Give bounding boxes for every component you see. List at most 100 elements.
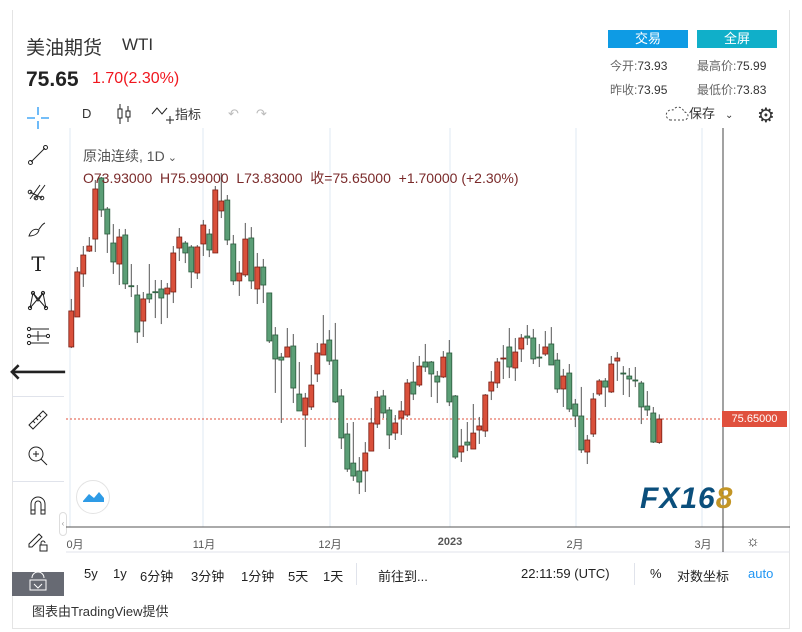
pitchfork-icon[interactable]	[26, 179, 50, 203]
trade-button[interactable]: 交易	[608, 30, 688, 48]
stat-prev-label: 昨收:	[610, 83, 638, 97]
x-tick: 12月	[318, 539, 342, 551]
goto-date-button[interactable]: 前往到...	[378, 569, 428, 584]
indicators-button[interactable]: 指标	[151, 104, 201, 128]
x-tick: 2月	[566, 539, 584, 551]
settings-icon[interactable]: ⚙	[757, 105, 775, 127]
measure-lines-icon[interactable]	[26, 324, 50, 348]
x-tick: 3月	[694, 539, 712, 551]
candle-body	[200, 224, 207, 245]
range-1d[interactable]: 1天	[323, 569, 344, 584]
candlestick-chart[interactable]	[66, 128, 790, 553]
candle-body	[110, 242, 117, 263]
cloud-icon	[665, 106, 689, 121]
candle-body	[374, 396, 381, 425]
collapse-icon	[29, 571, 47, 591]
range-1y[interactable]: 1y	[113, 566, 127, 581]
stat-prev-close: 昨收:73.95	[610, 81, 667, 98]
candle-body	[104, 208, 111, 235]
auto-scale-toggle[interactable]: auto	[748, 566, 774, 581]
text-tool-icon[interactable]: T	[31, 252, 45, 276]
candle-body	[596, 380, 603, 395]
crosshair-icon[interactable]	[26, 106, 50, 130]
undo-icon[interactable]: ↶	[228, 106, 239, 121]
candle-body	[134, 294, 141, 333]
candle-body	[314, 352, 321, 375]
candle-body	[164, 287, 171, 295]
range-5y[interactable]: 5y	[84, 566, 98, 581]
log-scale-toggle[interactable]: 对数坐标	[677, 569, 730, 584]
hide-drawings-button[interactable]	[12, 571, 64, 596]
candle-body	[434, 375, 441, 383]
tradingview-icon	[83, 492, 104, 502]
candle-body	[362, 452, 369, 472]
x-tick: 11月	[192, 539, 216, 551]
stat-open: 今开:73.93	[610, 57, 667, 74]
arrow-left-icon[interactable]: 🡐	[8, 359, 68, 384]
candle-body	[590, 398, 597, 435]
chevron-down-icon[interactable]: ⌄	[164, 152, 177, 164]
toolbar-collapse-handle[interactable]: ‹	[59, 512, 67, 536]
range-1min[interactable]: 1分钟	[241, 569, 275, 584]
candle-body	[566, 372, 573, 410]
divider	[634, 563, 635, 585]
candle-body	[464, 441, 471, 446]
candle-body	[86, 245, 93, 252]
axis-settings-icon[interactable]: ☼	[746, 533, 760, 550]
series-legend: 原油连续, 1D ⌄	[83, 146, 177, 166]
candle-body	[572, 403, 579, 417]
range-3min[interactable]: 3分钟	[191, 569, 225, 584]
candle-body	[578, 415, 585, 451]
pattern-icon[interactable]	[26, 288, 50, 312]
save-button[interactable]: 保存 ⌄	[665, 105, 733, 125]
candle-body	[644, 405, 651, 411]
magnet-icon[interactable]	[26, 493, 50, 517]
candle-body	[302, 397, 309, 416]
series-name: 原油连续, 1D	[83, 148, 165, 164]
candle-body	[254, 266, 261, 290]
stat-high-value: 75.99	[736, 59, 767, 73]
interval-button[interactable]: D	[82, 106, 92, 121]
range-5d[interactable]: 5天	[288, 569, 309, 584]
candle-body	[152, 291, 159, 294]
trend-line-icon[interactable]	[26, 143, 50, 167]
candle-body	[128, 285, 135, 288]
candle-body	[332, 359, 339, 403]
stat-prev-value: 73.95	[637, 83, 668, 97]
candle-body	[398, 410, 405, 419]
candle-body	[614, 357, 621, 362]
candle-body	[206, 233, 213, 251]
candle-body	[218, 200, 225, 212]
range-6min[interactable]: 6分钟	[140, 569, 174, 584]
tradingview-logo-button[interactable]	[76, 480, 110, 514]
candle-body	[548, 343, 555, 366]
candle-body	[656, 418, 663, 443]
redo-icon[interactable]: ↷	[256, 106, 267, 121]
percent-toggle[interactable]: %	[650, 566, 662, 581]
candle-body	[584, 439, 591, 453]
candle-body	[554, 359, 561, 390]
candle-body	[212, 189, 219, 254]
last-price-label: 75.65000	[722, 411, 787, 427]
candle-body	[140, 298, 147, 322]
instrument-symbol: WTI	[122, 35, 154, 54]
candle-body	[602, 380, 609, 388]
ruler-icon[interactable]	[26, 408, 50, 432]
lock-drawings-icon[interactable]	[26, 529, 50, 553]
candle-body	[422, 361, 429, 368]
stat-low: 最低价:73.83	[697, 81, 766, 98]
fullscreen-button[interactable]: 全屏	[697, 30, 777, 48]
stat-high: 最高价:75.99	[697, 57, 766, 74]
clock-time[interactable]: 22:11:59 (UTC)	[521, 566, 610, 581]
toolbar-divider	[12, 481, 64, 482]
stat-low-value: 73.83	[736, 83, 767, 97]
candle-body	[632, 379, 639, 382]
candles-icon[interactable]	[116, 104, 132, 127]
ohlc-legend: O73.93000 H75.99000 L73.83000 收=75.65000…	[83, 170, 519, 186]
candle-body	[404, 382, 411, 416]
candle-body	[80, 254, 87, 275]
brush-icon[interactable]	[26, 216, 50, 240]
zoom-in-icon[interactable]	[26, 444, 50, 468]
stat-open-label: 今开:	[610, 59, 638, 73]
candle-body	[410, 381, 417, 395]
